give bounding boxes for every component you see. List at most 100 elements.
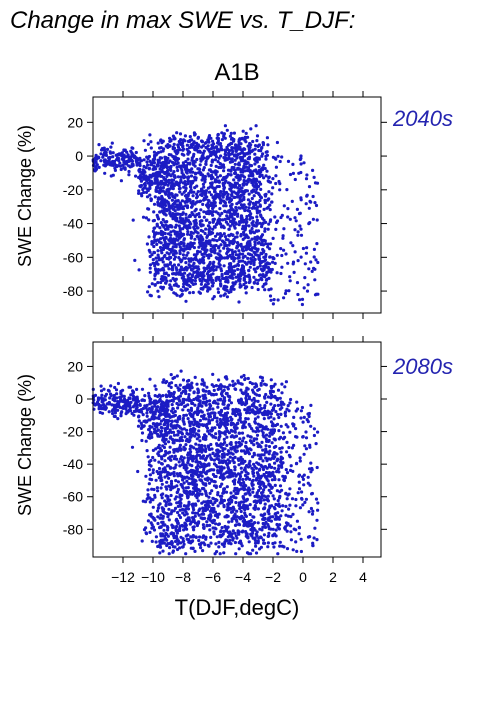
scatter-point: [274, 157, 278, 161]
scatter-point: [152, 528, 157, 532]
scatter-point: [211, 297, 215, 301]
scatter-point: [314, 258, 318, 262]
scatter-point: [231, 242, 235, 246]
scatter-point: [273, 466, 277, 470]
scatter-point: [223, 124, 227, 128]
scatter-point: [180, 212, 184, 216]
scatter-point: [261, 239, 265, 243]
scatter-point: [244, 440, 248, 445]
scatter-point: [143, 394, 147, 398]
scatter-point: [210, 284, 214, 288]
scatter-point: [231, 538, 235, 542]
scatter-point: [241, 252, 245, 256]
scatter-point: [233, 455, 237, 459]
scatter-point: [152, 202, 157, 206]
scatter-point: [161, 278, 165, 282]
scatter-point: [235, 449, 239, 453]
scatter-point: [228, 468, 232, 472]
scatter-point: [220, 274, 224, 278]
scatter-point: [166, 143, 170, 147]
scatter-point: [178, 249, 182, 253]
scatter-point: [277, 429, 281, 433]
scatter-point: [240, 247, 244, 251]
scatter-point: [181, 478, 185, 482]
scatter-point: [184, 247, 188, 251]
scatter-point: [216, 290, 221, 294]
scatter-point: [221, 163, 225, 167]
scatter-point: [214, 432, 218, 436]
scatter-point: [246, 168, 250, 172]
scatter-point: [252, 275, 256, 279]
scatter-point: [218, 194, 222, 198]
scatter-point: [152, 150, 156, 154]
scatter-point: [264, 444, 268, 448]
scatter-point: [225, 288, 229, 293]
scatter-point: [246, 198, 250, 202]
scatter-point: [230, 193, 234, 198]
scatter-point: [202, 381, 206, 385]
scatter-point: [295, 281, 300, 285]
scatter-point: [154, 167, 158, 171]
scatter-point: [226, 465, 230, 469]
scatter-point: [195, 382, 199, 386]
scatter-point: [192, 140, 196, 144]
scatter-point: [161, 467, 165, 471]
scatter-point: [232, 489, 236, 493]
scatter-point: [155, 261, 159, 265]
scatter-point: [175, 204, 179, 208]
scatter-point: [251, 139, 255, 144]
scatter-point: [179, 273, 183, 277]
scatter-point: [175, 268, 179, 272]
scatter-point: [248, 503, 252, 507]
scatter-point: [168, 210, 172, 214]
scatter-point: [185, 244, 189, 248]
scatter-point: [210, 181, 214, 185]
scatter-point: [267, 465, 271, 469]
scatter-point: [279, 412, 283, 416]
scatter-point: [210, 160, 214, 164]
scatter-point: [181, 285, 185, 289]
scatter-point: [256, 184, 261, 189]
scatter-point: [205, 502, 209, 506]
scatter-point: [171, 134, 175, 138]
scatter-point: [188, 470, 192, 474]
scatter-point: [305, 246, 309, 250]
scatter-point: [242, 523, 246, 528]
scatter-point: [151, 229, 155, 233]
scatter-point: [226, 250, 230, 254]
scatter-point: [232, 178, 236, 182]
scatter-point: [192, 270, 196, 274]
scatter-point: [245, 235, 249, 239]
scatter-point: [248, 200, 252, 204]
scatter-point: [188, 438, 192, 442]
scatter-point: [194, 447, 199, 451]
scatter-point: [208, 518, 212, 522]
scatter-point: [266, 545, 270, 549]
scatter-point: [147, 468, 151, 472]
scatter-point: [233, 212, 237, 216]
scatter-point: [102, 148, 107, 152]
scatter-point: [267, 531, 271, 535]
scatter-point: [228, 475, 232, 479]
scatter-point: [240, 155, 245, 159]
scatter-point: [178, 503, 182, 508]
scatter-point: [225, 392, 229, 396]
scatter-point: [305, 193, 309, 197]
scatter-point: [233, 387, 237, 391]
scatter-point: [167, 196, 172, 200]
scatter-point: [239, 244, 243, 248]
scatter-point: [218, 174, 222, 178]
scatter-point: [241, 227, 245, 231]
scatter-point: [261, 379, 265, 383]
scatter-point: [233, 430, 237, 434]
scatter-point: [246, 434, 250, 438]
scatter-point: [268, 449, 272, 453]
scatter-point: [115, 158, 119, 162]
scatter-point: [229, 168, 233, 172]
scatter-point: [214, 392, 218, 396]
scatter-point: [222, 187, 226, 191]
scatter-point: [221, 218, 225, 222]
scatter-point: [141, 215, 146, 219]
scatter-point: [191, 213, 195, 217]
